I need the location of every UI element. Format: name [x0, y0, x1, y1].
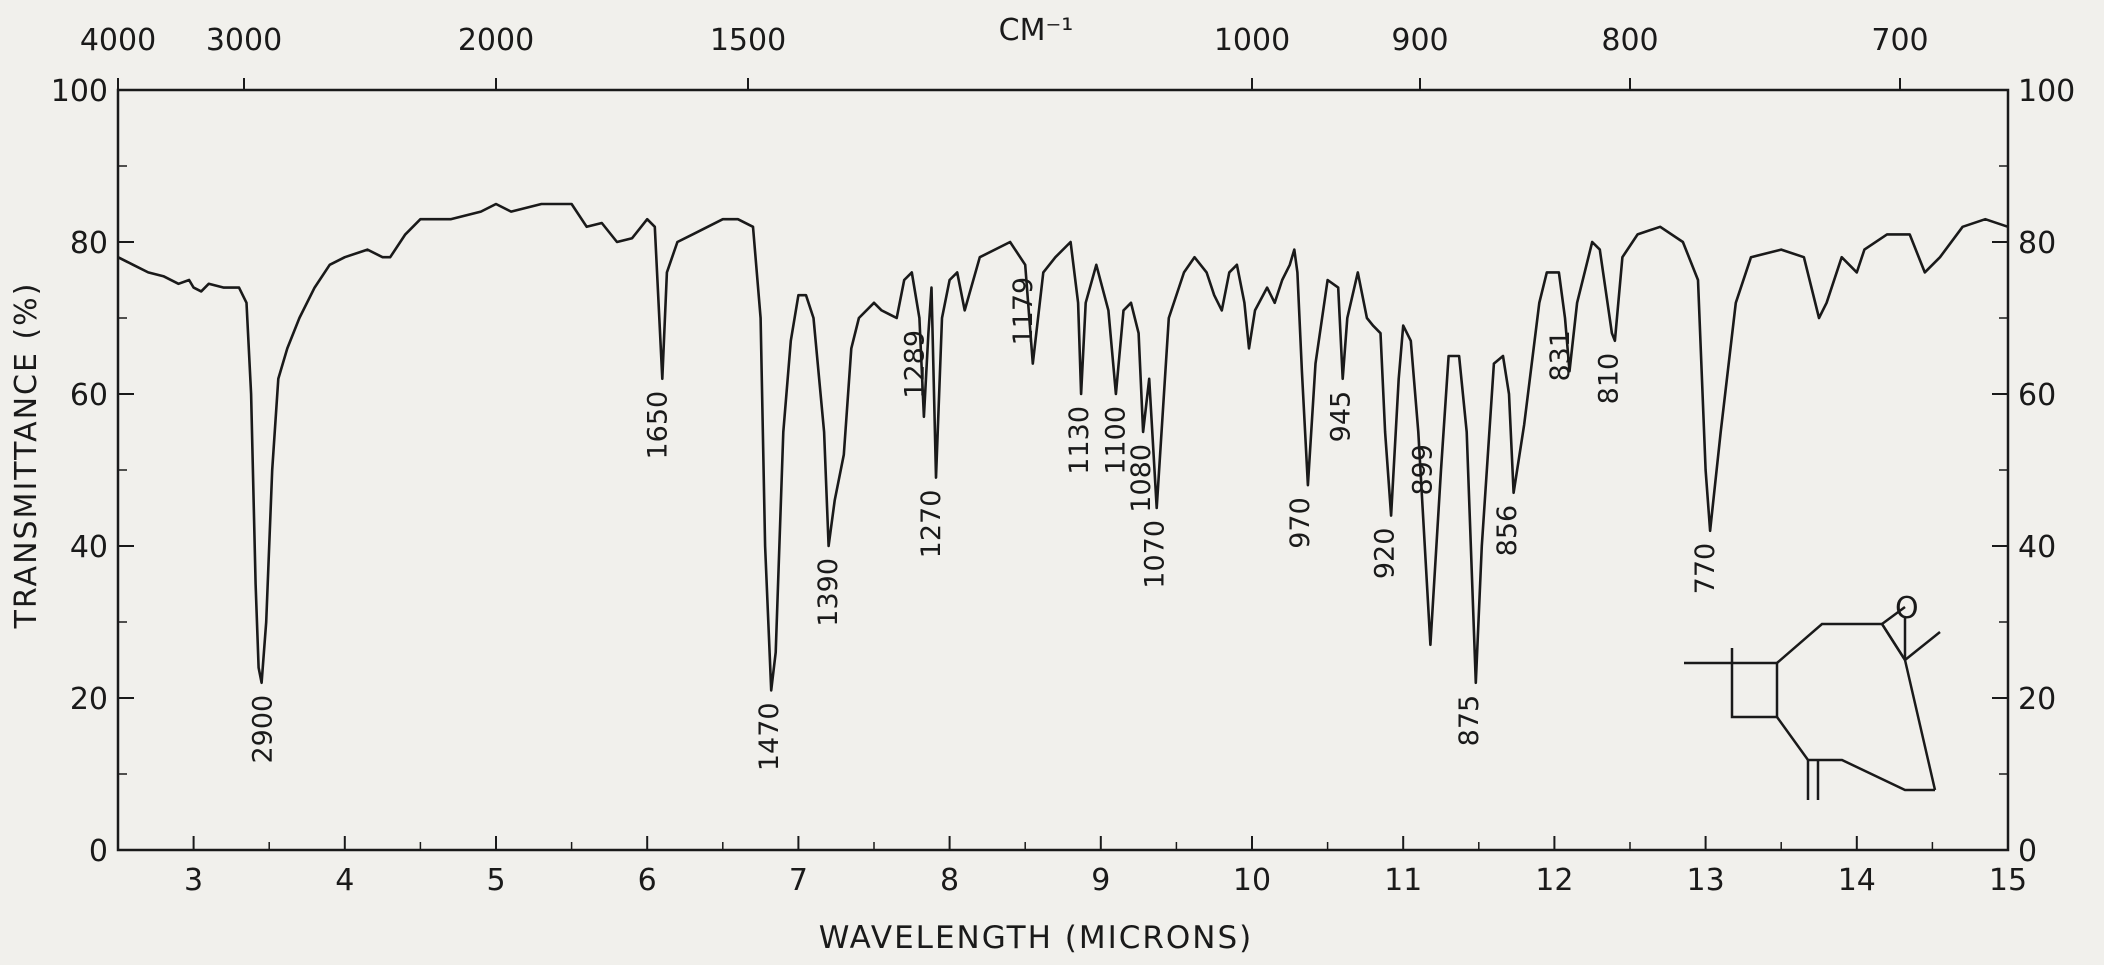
methyl-bond — [1904, 631, 1941, 661]
epoxide-bond — [1881, 605, 1906, 626]
y-tick-label-right: 40 — [2018, 530, 2056, 565]
y-tick-label-right: 80 — [2018, 226, 2056, 261]
cyclobutane-ring — [1730, 661, 1779, 719]
peak-label: 899 — [1407, 444, 1438, 496]
y-tick-label-right: 60 — [2018, 378, 2056, 413]
peak-label: 1100 — [1100, 406, 1131, 475]
plot-frame — [116, 88, 2010, 852]
ring-bonds — [1903, 659, 1937, 791]
x-tick-label: 14 — [1838, 863, 1876, 898]
peak-label: 1130 — [1064, 406, 1095, 475]
y-tick-label-left: 0 — [89, 834, 108, 869]
top-tick-label: 800 — [1601, 23, 1658, 58]
annotation-layer: 2900 1650 1470 1390 1289 1270 1179 1130 11001080… — [248, 277, 1721, 771]
y-tick-label-left: 40 — [70, 530, 108, 565]
peak-label: 1470 — [754, 702, 785, 771]
y-tick-label-left: 60 — [70, 378, 108, 413]
peak-label: 831 — [1545, 330, 1576, 382]
y-tick-label-right: 20 — [2018, 682, 2056, 717]
top-axis-label: CM⁻¹ — [999, 13, 1074, 48]
y-tick-label-right: 100 — [2018, 74, 2075, 109]
y-tick-label-left: 100 — [51, 74, 108, 109]
x-tick-label: 6 — [638, 863, 657, 898]
epoxide-bond — [1880, 623, 1907, 661]
peak-label: 856 — [1492, 505, 1523, 557]
peak-label: 945 — [1326, 391, 1357, 443]
x-tick-label: 7 — [789, 863, 808, 898]
x-tick-label: 15 — [1989, 863, 2027, 898]
y-tick-label-right: 0 — [2018, 834, 2037, 869]
peak-label: 1179 — [1008, 277, 1039, 346]
peak-label: 1070 — [1140, 520, 1171, 589]
y-tick-label-left: 20 — [70, 682, 108, 717]
top-tick-label: 900 — [1391, 23, 1448, 58]
x-tick-label: 13 — [1687, 863, 1725, 898]
top-tick-label: 2000 — [458, 23, 534, 58]
peak-label: 1289 — [899, 330, 930, 399]
x-tick-label: 8 — [940, 863, 959, 898]
top-tick-label: 4000 — [80, 23, 156, 58]
x-axis-label: WAVELENGTH (MICRONS) — [819, 920, 1254, 956]
peak-label: 770 — [1690, 543, 1721, 595]
molecule-structure-diagram: O — [1684, 591, 1941, 800]
x-tick-label: 3 — [184, 863, 203, 898]
peak-label: 1650 — [642, 391, 673, 460]
x-tick-label: 5 — [486, 863, 505, 898]
series-layer — [117, 202, 2009, 692]
top-tick-label: 1500 — [710, 23, 786, 58]
ring-bonds — [1775, 716, 1935, 792]
x-tick-label: 4 — [335, 863, 354, 898]
peak-label: 875 — [1454, 695, 1485, 747]
peak-label: 1080 — [1126, 444, 1157, 513]
epoxide-oxygen-label: O — [1895, 591, 1919, 626]
peak-label: 2900 — [248, 695, 279, 764]
y-axis-label: TRANSMITTANCE (%) — [9, 282, 44, 630]
top-tick-label: 3000 — [206, 23, 282, 58]
peak-label: 920 — [1370, 528, 1401, 580]
x-tick-label: 12 — [1535, 863, 1573, 898]
top-tick-label: 1000 — [1214, 23, 1290, 58]
x-tick-label: 11 — [1384, 863, 1422, 898]
peak-label: 810 — [1593, 353, 1624, 405]
x-tick-label: 10 — [1233, 863, 1271, 898]
peak-label: 1270 — [916, 490, 947, 559]
x-tick-label: 9 — [1091, 863, 1110, 898]
peak-label: 1390 — [813, 558, 844, 627]
spectrum-line — [117, 202, 2009, 692]
top-tick-label: 700 — [1871, 23, 1928, 58]
y-tick-label-left: 80 — [70, 226, 108, 261]
peak-label: 970 — [1285, 497, 1316, 549]
